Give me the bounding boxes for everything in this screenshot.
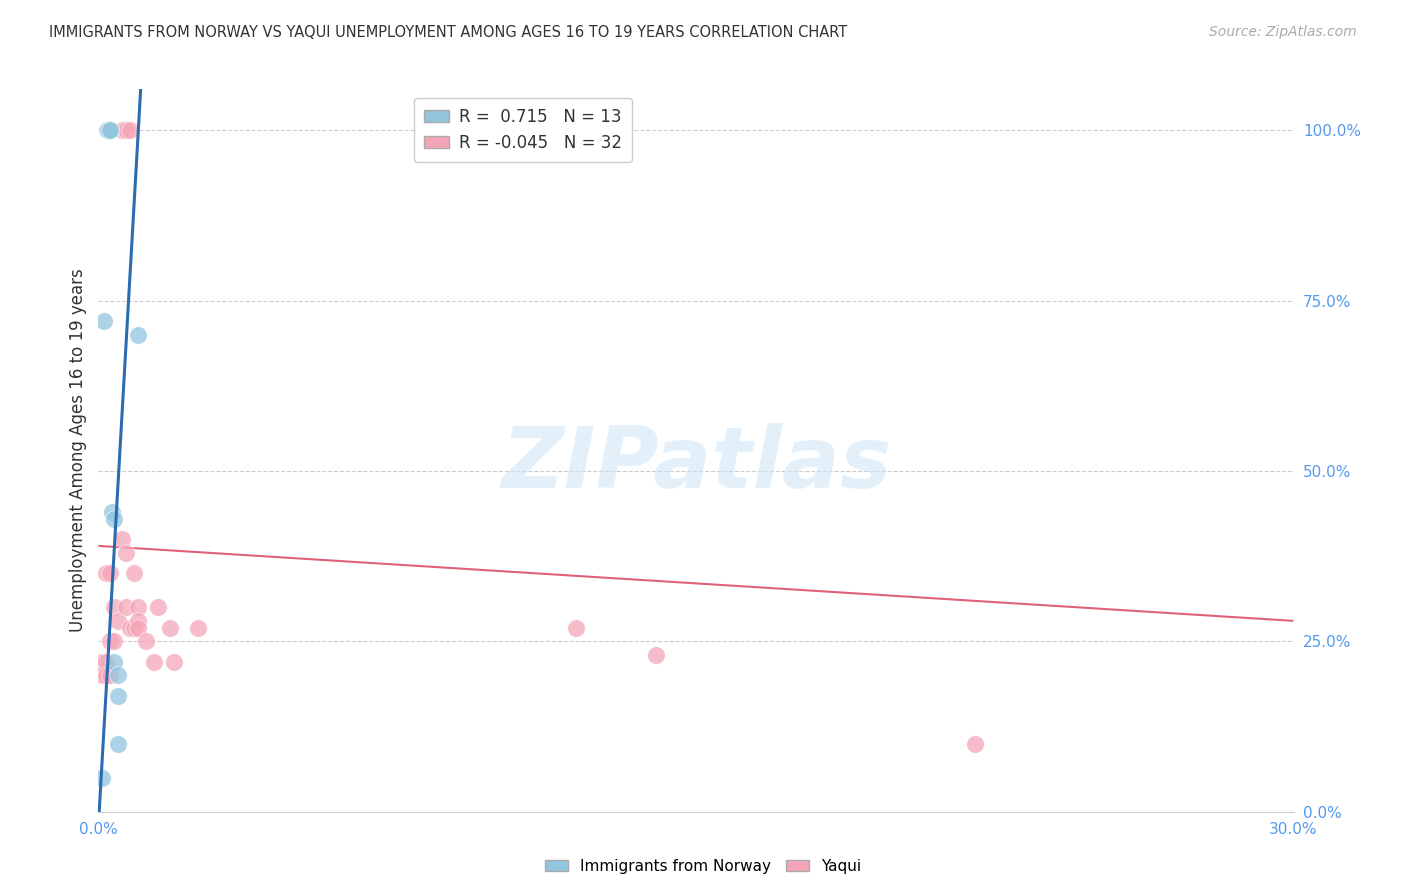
Point	[107, 668, 129, 682]
Point	[187, 621, 209, 635]
Point	[97, 123, 120, 137]
Point	[148, 600, 170, 615]
Point	[127, 614, 149, 628]
Point	[163, 655, 186, 669]
Point	[103, 634, 125, 648]
Point	[120, 621, 142, 635]
Point	[98, 566, 122, 581]
Point	[127, 600, 149, 615]
Point	[963, 737, 986, 751]
Point	[135, 634, 157, 648]
Point	[91, 668, 114, 682]
Point	[115, 546, 138, 560]
Text: Source: ZipAtlas.com: Source: ZipAtlas.com	[1209, 25, 1357, 39]
Point	[111, 532, 134, 546]
Y-axis label: Unemployment Among Ages 16 to 19 years: Unemployment Among Ages 16 to 19 years	[69, 268, 87, 632]
Point	[120, 123, 142, 137]
Point	[101, 505, 124, 519]
Point	[103, 600, 125, 615]
Point	[124, 621, 146, 635]
Point	[111, 123, 134, 137]
Point	[96, 668, 118, 682]
Point	[107, 737, 129, 751]
Legend: R =  0.715   N = 13, R = -0.045   N = 32: R = 0.715 N = 13, R = -0.045 N = 32	[413, 97, 631, 161]
Point	[98, 668, 122, 682]
Point	[96, 566, 118, 581]
Point	[103, 655, 125, 669]
Point	[127, 327, 149, 342]
Point	[98, 123, 122, 137]
Point	[107, 614, 129, 628]
Point	[107, 689, 129, 703]
Point	[127, 621, 149, 635]
Text: ZIPatlas: ZIPatlas	[501, 424, 891, 507]
Point	[124, 566, 146, 581]
Point	[93, 314, 115, 328]
Point	[115, 600, 138, 615]
Point	[103, 511, 125, 525]
Point	[115, 123, 138, 137]
Point	[565, 621, 588, 635]
Text: IMMIGRANTS FROM NORWAY VS YAQUI UNEMPLOYMENT AMONG AGES 16 TO 19 YEARS CORRELATI: IMMIGRANTS FROM NORWAY VS YAQUI UNEMPLOY…	[49, 25, 848, 40]
Point	[96, 123, 118, 137]
Point	[143, 655, 166, 669]
Point	[91, 655, 114, 669]
Point	[645, 648, 668, 662]
Point	[98, 123, 122, 137]
Point	[90, 771, 112, 785]
Point	[98, 634, 122, 648]
Point	[96, 655, 118, 669]
Point	[159, 621, 181, 635]
Legend: Immigrants from Norway, Yaqui: Immigrants from Norway, Yaqui	[538, 853, 868, 880]
